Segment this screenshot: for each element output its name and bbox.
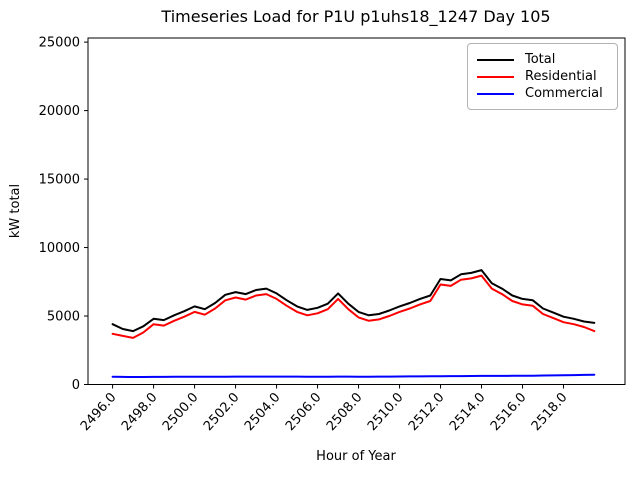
y-tick-label: 0	[72, 378, 80, 393]
x-tick-label: 2512.0	[406, 390, 448, 434]
legend: Total Residential Commercial	[467, 43, 618, 110]
x-tick-label: 2514.0	[447, 390, 489, 434]
legend-item-total: Total	[477, 51, 607, 68]
series-line-commercial	[111, 373, 596, 378]
x-tick-label: 2500.0	[160, 390, 202, 434]
legend-line-sample	[477, 75, 514, 78]
series-line-residential	[111, 274, 596, 339]
x-tick-label: 2508.0	[324, 390, 366, 434]
legend-line-sample	[477, 58, 514, 61]
legend-label: Total	[525, 52, 556, 67]
y-tick-label: 10000	[39, 241, 80, 256]
legend-item-commercial: Commercial	[477, 85, 607, 102]
axes-spines	[87, 37, 626, 385]
legend-item-residential: Residential	[477, 68, 607, 85]
x-tick-label: 2518.0	[529, 390, 571, 434]
x-tick-label: 2510.0	[365, 390, 407, 434]
x-tick-label: 2502.0	[201, 390, 243, 434]
y-tick-label: 20000	[39, 104, 80, 119]
x-tick-label: 2504.0	[242, 390, 284, 434]
x-tick-label: 2506.0	[283, 390, 325, 434]
legend-label: Residential	[525, 69, 597, 84]
y-axis-label: kW total	[8, 184, 23, 238]
chart-title: Timeseries Load for P1U p1uhs18_1247 Day…	[160, 7, 550, 27]
x-axis-label: Hour of Year	[316, 449, 396, 464]
y-tick-label: 25000	[39, 36, 80, 51]
y-tick-label: 15000	[39, 173, 80, 188]
x-tick-label: 2498.0	[119, 390, 161, 434]
y-tick-label: 5000	[47, 310, 80, 325]
x-tick-label: 2496.0	[78, 390, 120, 434]
x-tick-label: 2516.0	[488, 390, 530, 434]
legend-line-sample	[477, 92, 514, 95]
legend-label: Commercial	[525, 86, 603, 101]
series-line-total	[111, 269, 596, 333]
